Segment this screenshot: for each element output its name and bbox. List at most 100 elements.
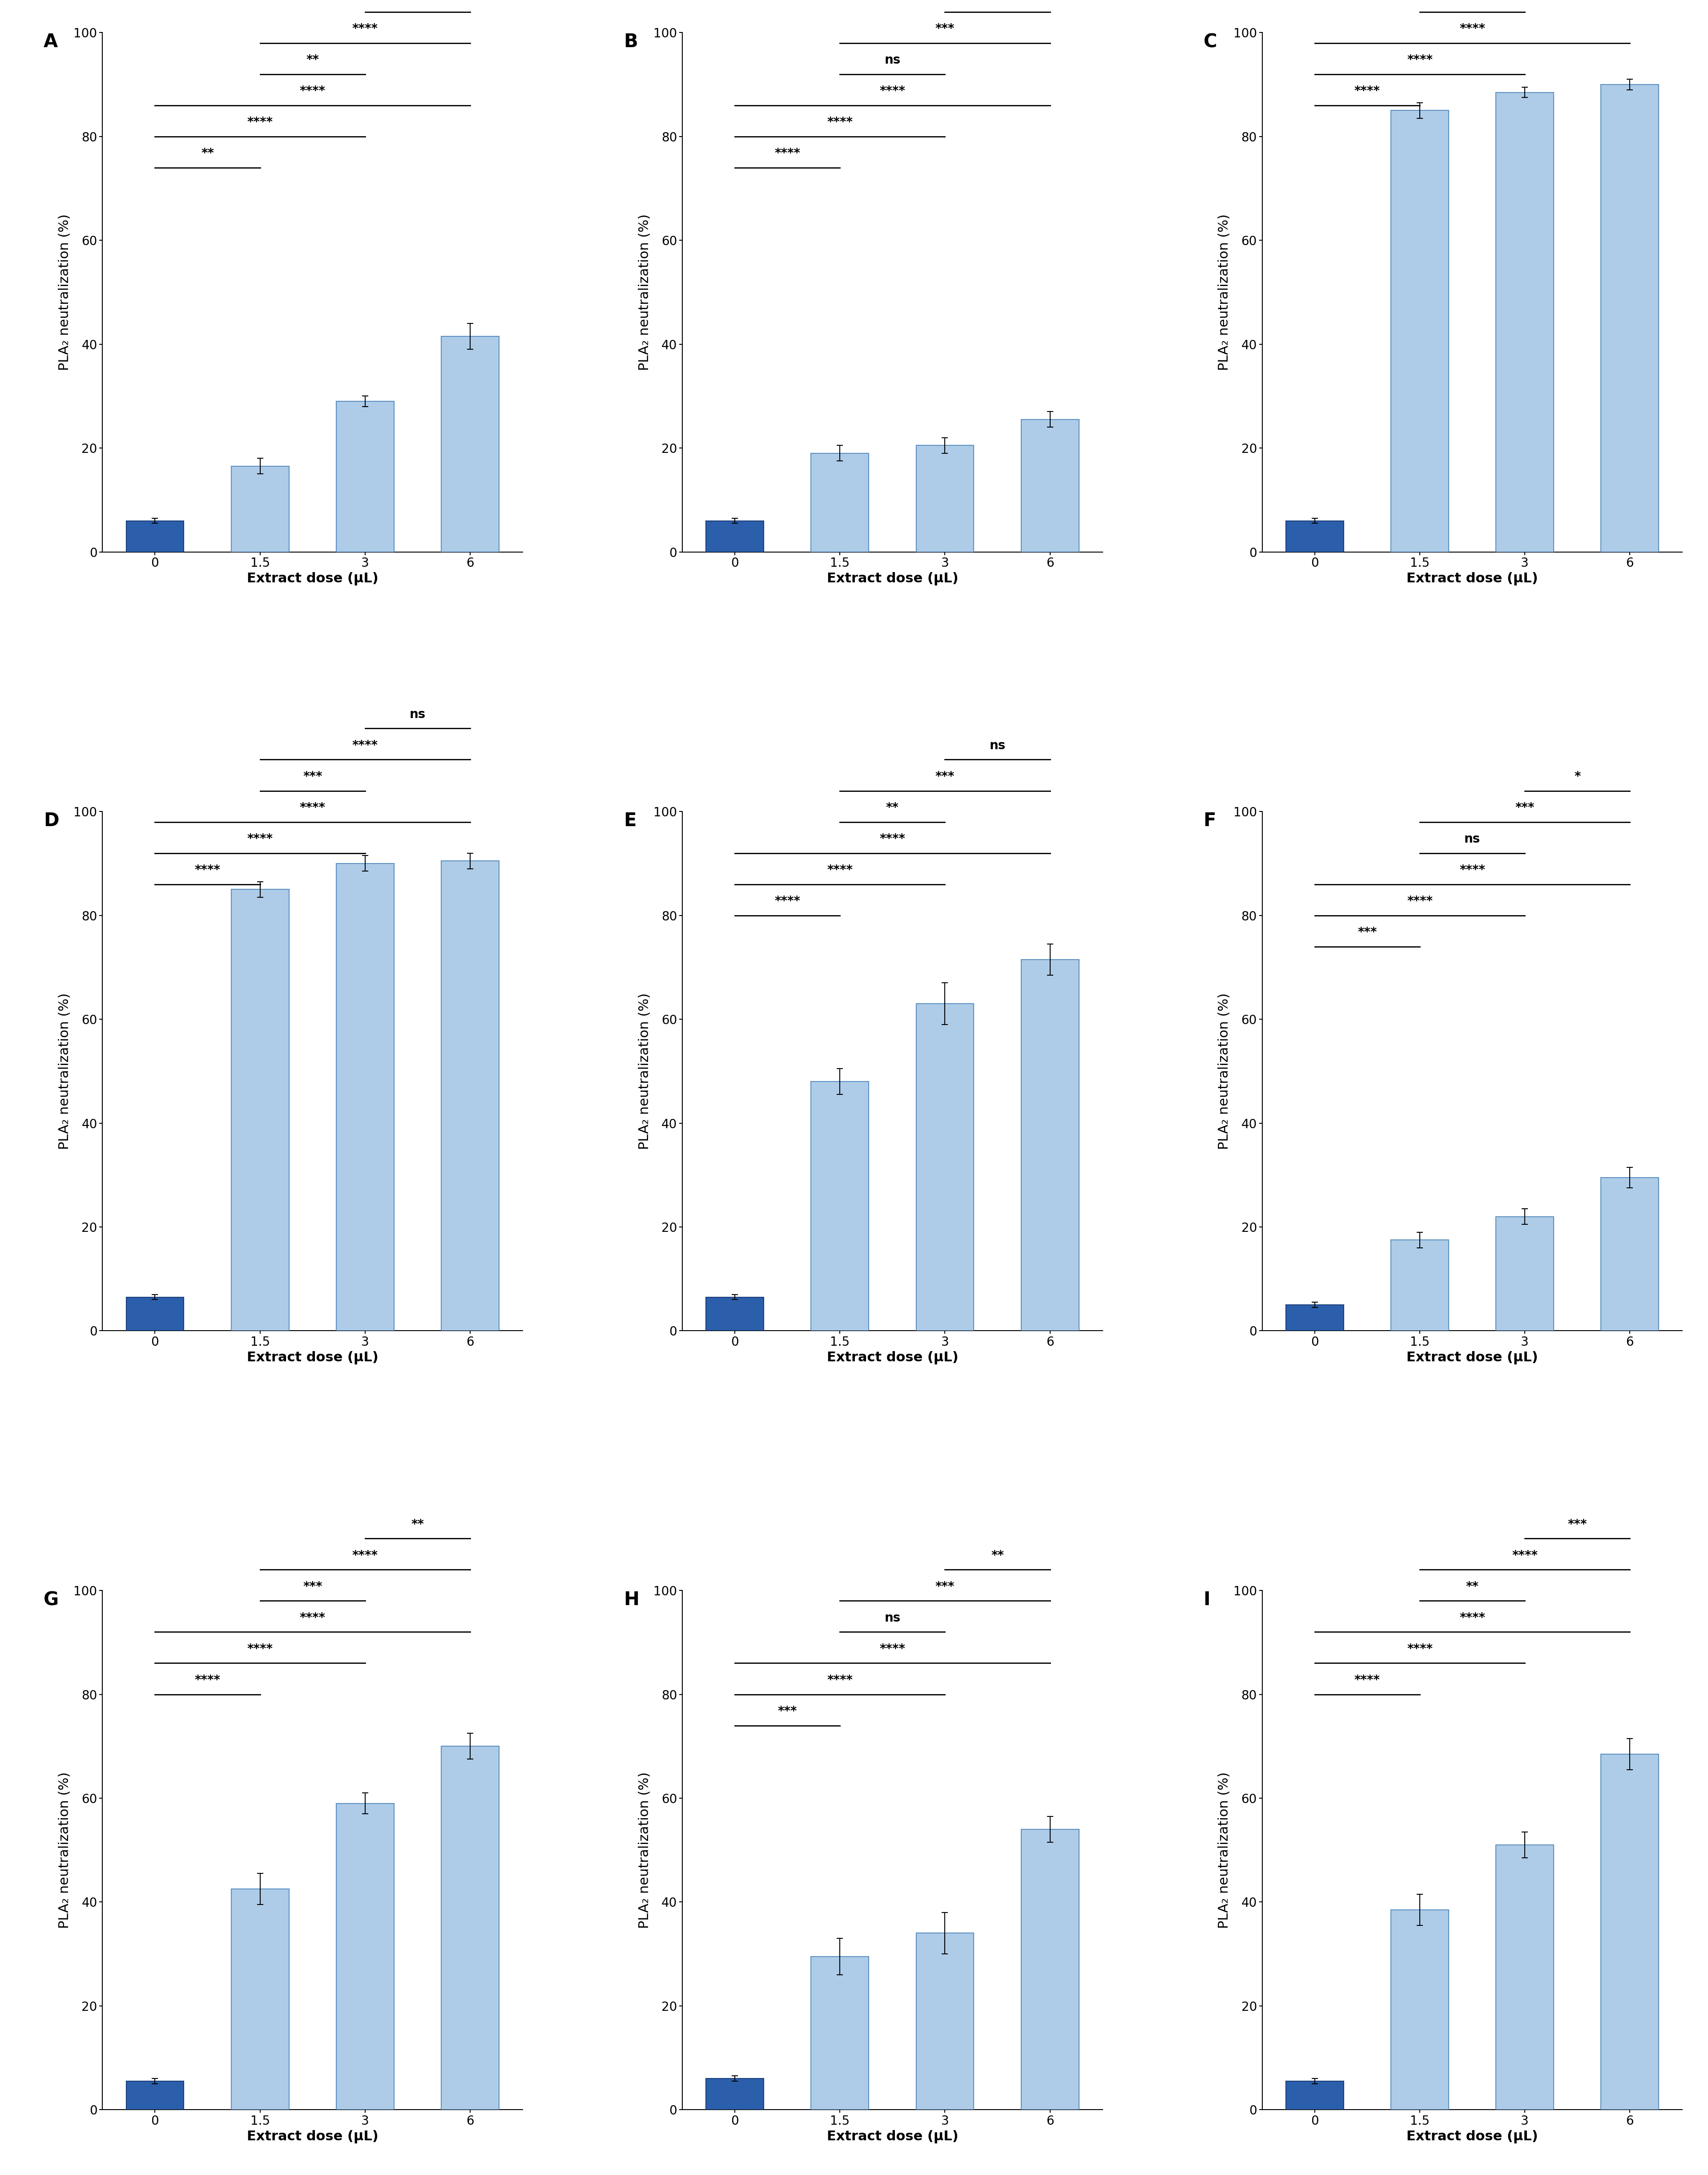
- Text: E: E: [623, 811, 635, 831]
- Text: ****: ****: [1407, 54, 1433, 67]
- Text: D: D: [44, 811, 60, 831]
- Text: ***: ***: [936, 22, 955, 35]
- Text: ****: ****: [827, 1675, 852, 1686]
- Y-axis label: PLA₂ neutralization (%): PLA₂ neutralization (%): [58, 1773, 72, 1929]
- X-axis label: Extract dose (μL): Extract dose (μL): [246, 1351, 379, 1364]
- Text: ****: ****: [248, 115, 273, 128]
- Text: ***: ***: [302, 770, 323, 783]
- Text: **: **: [886, 803, 898, 813]
- Text: ****: ****: [1407, 896, 1433, 907]
- Text: ****: ****: [248, 833, 273, 846]
- Bar: [1390, 111, 1448, 552]
- Text: ns: ns: [1464, 833, 1481, 846]
- Text: ****: ****: [195, 863, 220, 877]
- Y-axis label: PLA₂ neutralization (%): PLA₂ neutralization (%): [1218, 992, 1231, 1151]
- Bar: [705, 1296, 763, 1331]
- Text: **: **: [202, 148, 214, 159]
- Bar: [1390, 1240, 1448, 1331]
- Y-axis label: PLA₂ neutralization (%): PLA₂ neutralization (%): [639, 1773, 651, 1929]
- Bar: [441, 1747, 499, 2110]
- Bar: [1021, 959, 1079, 1331]
- Text: C: C: [1204, 33, 1218, 52]
- Text: A: A: [44, 33, 58, 52]
- Bar: [336, 863, 395, 1331]
- Text: *: *: [1575, 770, 1580, 783]
- Bar: [705, 2079, 763, 2110]
- Y-axis label: PLA₂ neutralization (%): PLA₂ neutralization (%): [58, 213, 72, 370]
- Text: **: **: [991, 1549, 1004, 1562]
- Text: ***: ***: [777, 1705, 798, 1718]
- Y-axis label: PLA₂ neutralization (%): PLA₂ neutralization (%): [639, 213, 651, 370]
- Text: ****: ****: [1354, 85, 1380, 98]
- Text: H: H: [623, 1590, 639, 1610]
- Y-axis label: PLA₂ neutralization (%): PLA₂ neutralization (%): [58, 992, 72, 1151]
- Text: ***: ***: [936, 1581, 955, 1592]
- Text: ****: ****: [299, 85, 326, 98]
- Bar: [1496, 1844, 1554, 2110]
- X-axis label: Extract dose (μL): Extract dose (μL): [827, 2129, 958, 2142]
- Bar: [126, 1296, 184, 1331]
- Bar: [441, 861, 499, 1331]
- Bar: [915, 1934, 974, 2110]
- X-axis label: Extract dose (μL): Extract dose (μL): [827, 572, 958, 585]
- Bar: [336, 402, 395, 552]
- Text: ****: ****: [195, 1675, 220, 1686]
- Text: ****: ****: [352, 740, 377, 753]
- Bar: [126, 2081, 184, 2110]
- Text: ***: ***: [1462, 0, 1483, 4]
- Text: ****: ****: [352, 22, 377, 35]
- Bar: [336, 1803, 395, 2110]
- Bar: [915, 1003, 974, 1331]
- Bar: [1600, 1177, 1658, 1331]
- X-axis label: Extract dose (μL): Extract dose (μL): [246, 572, 379, 585]
- Text: ns: ns: [410, 709, 425, 720]
- Y-axis label: PLA₂ neutralization (%): PLA₂ neutralization (%): [639, 992, 651, 1151]
- Text: **: **: [306, 54, 319, 67]
- Bar: [811, 452, 869, 552]
- Text: ****: ****: [827, 115, 852, 128]
- X-axis label: Extract dose (μL): Extract dose (μL): [1406, 1351, 1539, 1364]
- Text: B: B: [623, 33, 637, 52]
- Text: ****: ****: [352, 1549, 377, 1562]
- Text: ns: ns: [885, 1612, 900, 1625]
- Text: ****: ****: [1459, 863, 1486, 877]
- X-axis label: Extract dose (μL): Extract dose (μL): [827, 1351, 958, 1364]
- Bar: [441, 337, 499, 552]
- Text: ****: ****: [880, 85, 905, 98]
- Text: ****: ****: [880, 833, 905, 846]
- Text: ****: ****: [1512, 1549, 1537, 1562]
- Text: ****: ****: [248, 1642, 273, 1655]
- Text: **: **: [412, 1518, 424, 1531]
- Text: ***: ***: [1515, 803, 1534, 813]
- X-axis label: Extract dose (μL): Extract dose (μL): [1406, 2129, 1539, 2142]
- Bar: [1286, 2081, 1344, 2110]
- Text: ***: ***: [1358, 927, 1377, 940]
- Text: ns: ns: [885, 54, 900, 67]
- Text: G: G: [44, 1590, 58, 1610]
- Bar: [126, 520, 184, 552]
- Text: ***: ***: [408, 0, 427, 4]
- Bar: [705, 520, 763, 552]
- Text: ****: ****: [880, 1642, 905, 1655]
- Bar: [1600, 85, 1658, 552]
- Bar: [1390, 1910, 1448, 2110]
- Text: ****: ****: [774, 896, 801, 907]
- Text: ****: ****: [299, 1612, 326, 1625]
- Text: ****: ****: [1459, 1612, 1486, 1625]
- Text: **: **: [991, 0, 1004, 4]
- Text: ***: ***: [302, 1581, 323, 1592]
- Text: ****: ****: [299, 803, 326, 813]
- Y-axis label: PLA₂ neutralization (%): PLA₂ neutralization (%): [1218, 213, 1231, 370]
- Text: I: I: [1204, 1590, 1211, 1610]
- Text: ***: ***: [1568, 1518, 1587, 1531]
- X-axis label: Extract dose (μL): Extract dose (μL): [1406, 572, 1539, 585]
- Y-axis label: PLA₂ neutralization (%): PLA₂ neutralization (%): [1218, 1773, 1231, 1929]
- Bar: [231, 1890, 289, 2110]
- Text: ****: ****: [827, 863, 852, 877]
- Bar: [1496, 91, 1554, 552]
- Bar: [1600, 1753, 1658, 2110]
- Text: ***: ***: [936, 770, 955, 783]
- Text: **: **: [1465, 1581, 1479, 1592]
- Bar: [1021, 420, 1079, 552]
- Bar: [811, 1958, 869, 2110]
